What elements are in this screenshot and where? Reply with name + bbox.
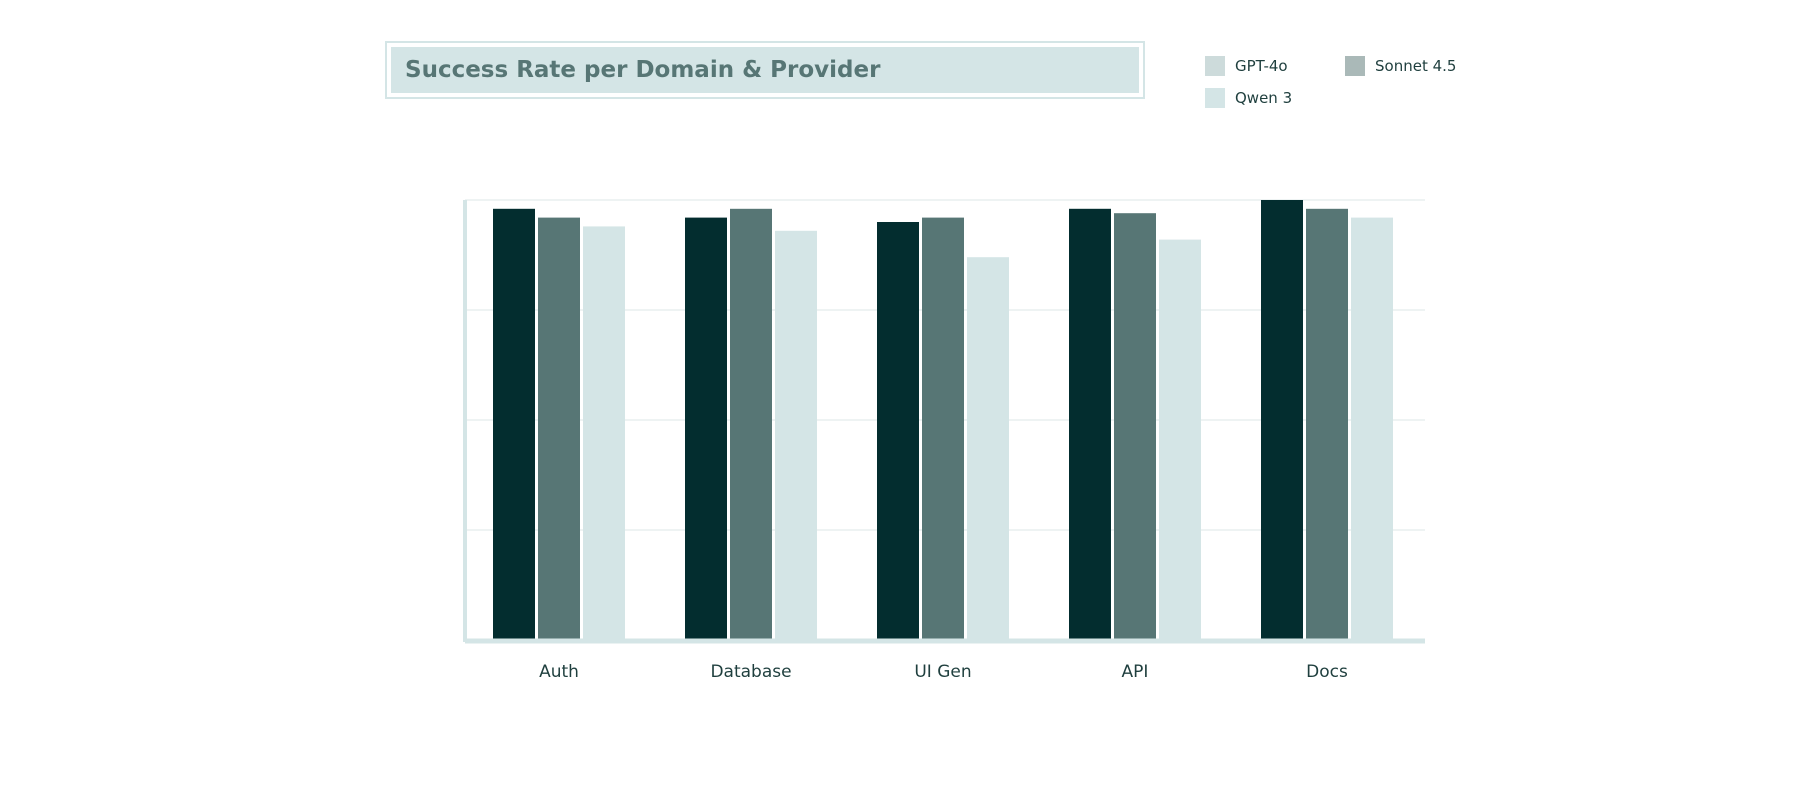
bar-auth-sonnet-4-5 (538, 217, 580, 640)
legend-item-gpt-4o: GPT-4o (1205, 56, 1288, 76)
bar-api-sonnet-4-5 (1114, 213, 1156, 640)
legend-label-qwen-3: Qwen 3 (1235, 89, 1293, 107)
bar-ui-gen-gpt-4o (877, 222, 919, 640)
x-tick-label-auth: Auth (539, 662, 579, 682)
axes (463, 200, 1425, 644)
x-tick-label-docs: Docs (1306, 662, 1348, 682)
legend-swatch-gpt-4o (1205, 56, 1225, 76)
bar-database-gpt-4o (685, 217, 727, 640)
x-tick-label-database: Database (710, 662, 791, 682)
bar-api-gpt-4o (1069, 208, 1111, 641)
legend-label-gpt-4o: GPT-4o (1235, 57, 1288, 75)
bar-database-sonnet-4-5 (730, 208, 772, 641)
bars (493, 200, 1393, 641)
bar-ui-gen-sonnet-4-5 (922, 217, 964, 640)
bar-docs-gpt-4o (1261, 200, 1303, 640)
x-tick-label-ui-gen: UI Gen (914, 662, 971, 682)
legend-item-sonnet-4-5: Sonnet 4.5 (1345, 56, 1456, 76)
legend-swatch-sonnet-4-5 (1345, 56, 1365, 76)
legend-swatch-qwen-3 (1205, 88, 1225, 108)
x-tick-labels: Auth Database UI Gen API Docs (539, 662, 1348, 682)
bar-ui-gen-qwen-3 (967, 257, 1009, 640)
bar-api-qwen-3 (1159, 239, 1201, 640)
bar-auth-gpt-4o (493, 208, 535, 641)
x-tick-label-api: API (1122, 662, 1149, 682)
chart-title: Success Rate per Domain & Provider (391, 47, 1139, 93)
bar-docs-sonnet-4-5 (1306, 208, 1348, 641)
chart-title-box: Success Rate per Domain & Provider (385, 41, 1145, 99)
legend-item-qwen-3: Qwen 3 (1205, 88, 1292, 108)
bar-auth-qwen-3 (583, 226, 625, 640)
bar-docs-qwen-3 (1351, 217, 1393, 640)
bar-database-qwen-3 (775, 230, 817, 641)
legend-label-sonnet-4-5: Sonnet 4.5 (1375, 57, 1457, 75)
